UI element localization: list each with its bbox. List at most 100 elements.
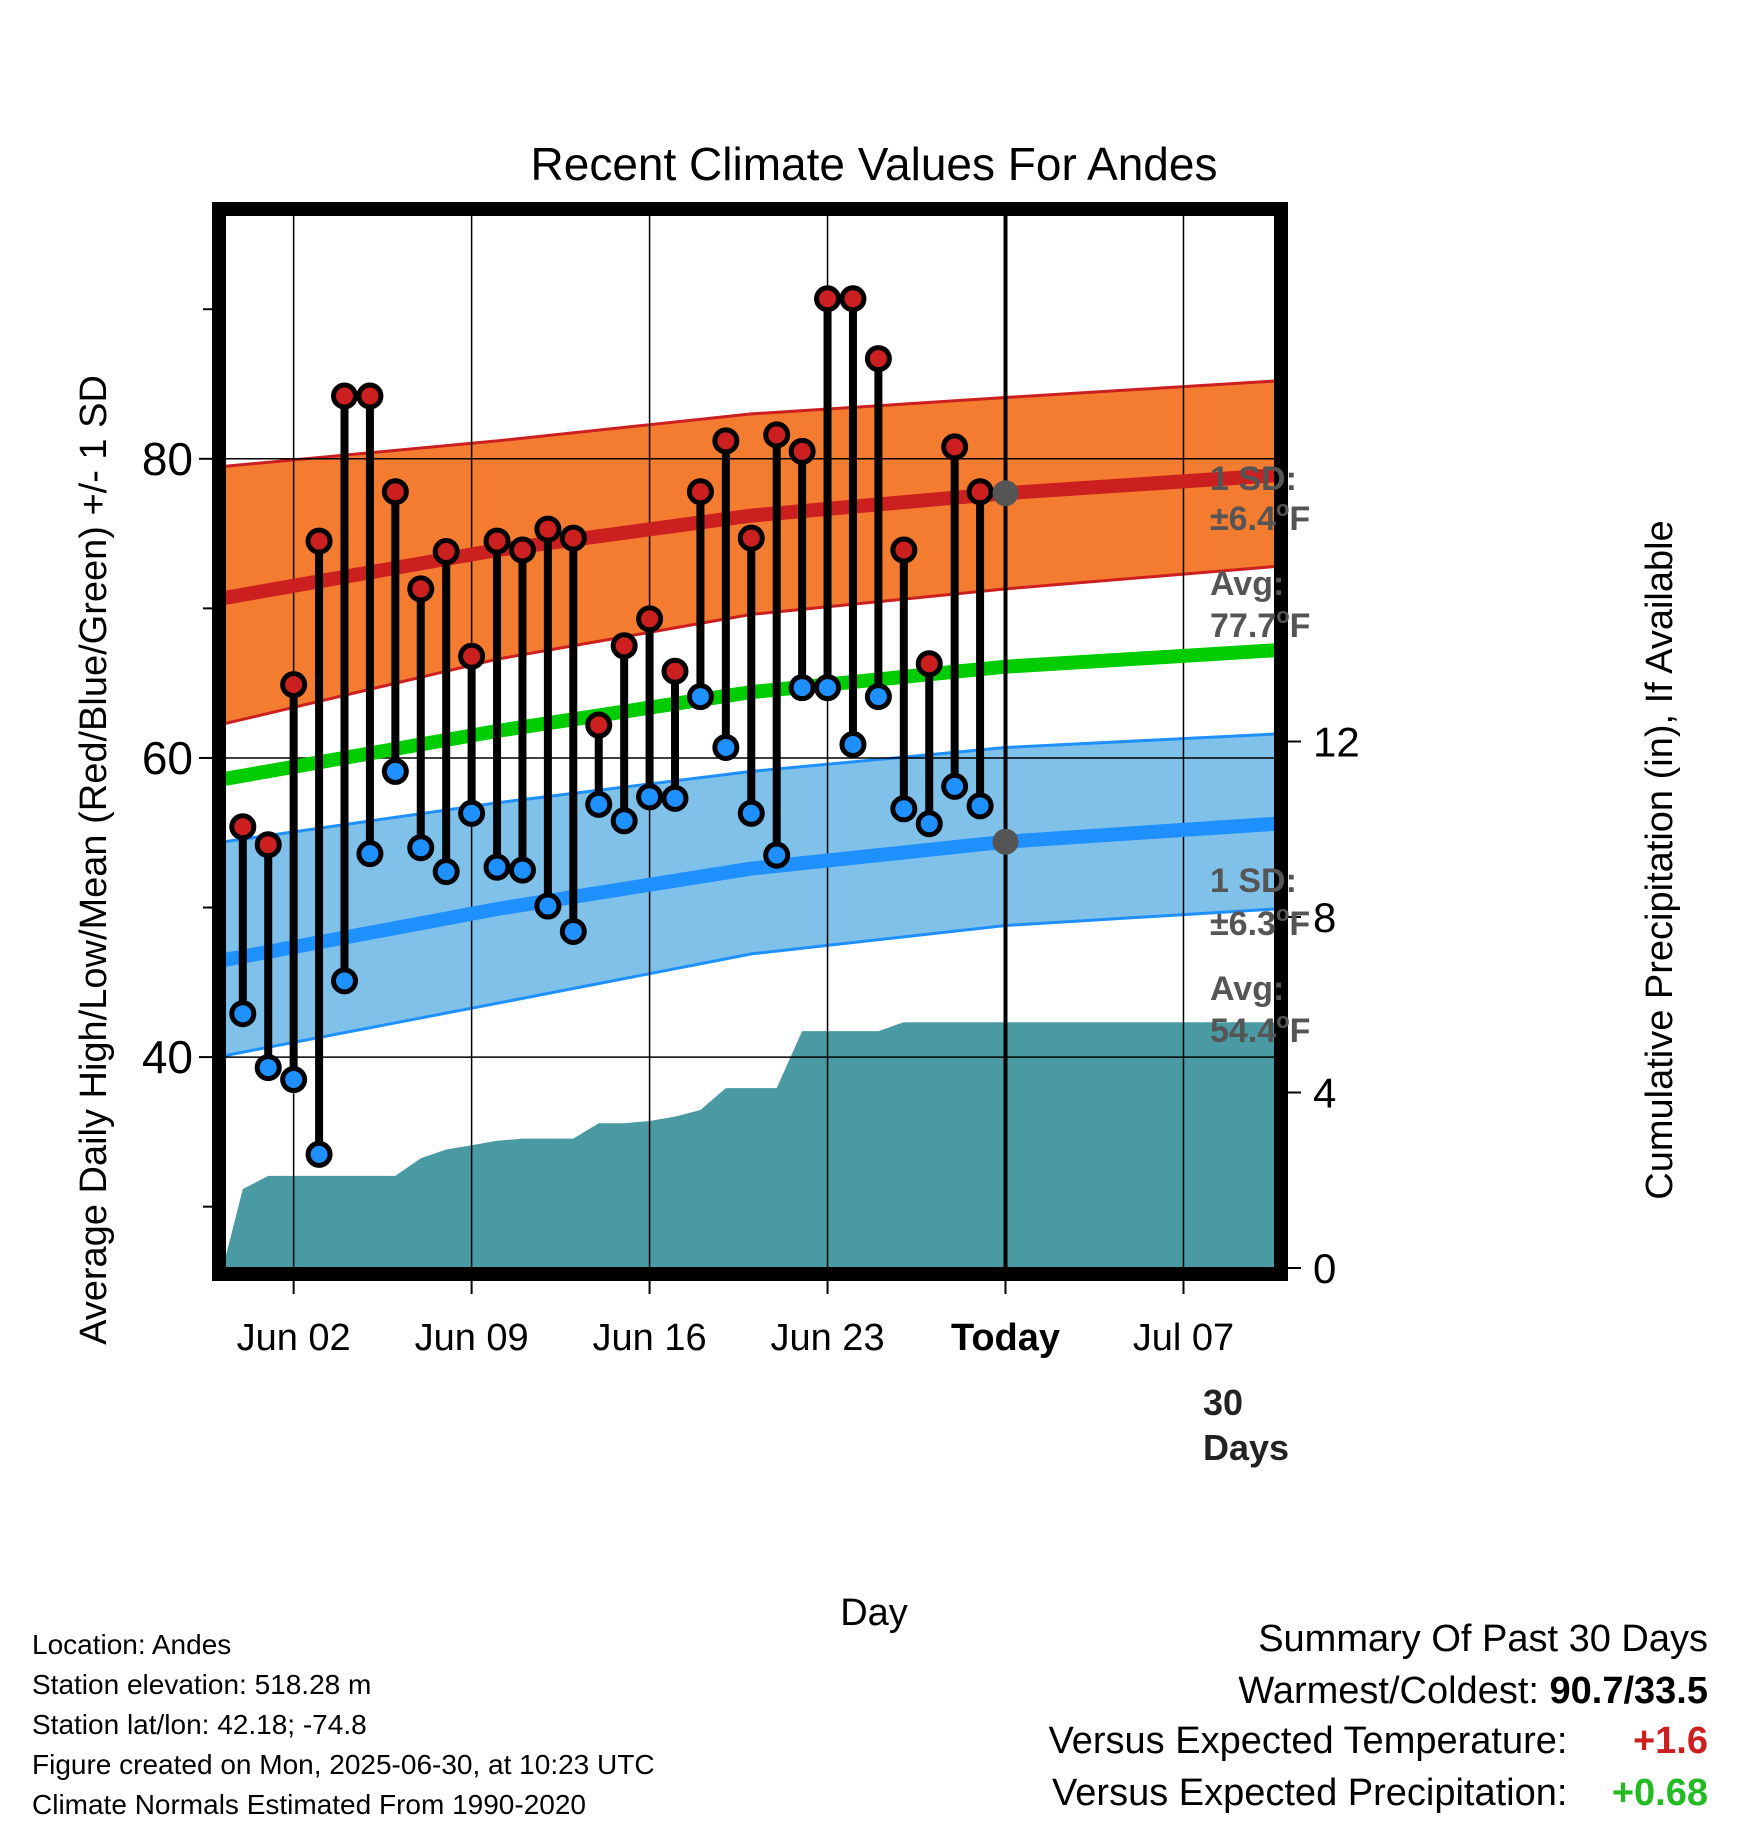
summary-title: Summary Of Past 30 Days xyxy=(1258,1618,1708,1660)
y2-tick-label-1: 4 xyxy=(1313,1070,1336,1117)
low-dot-5 xyxy=(356,840,384,868)
high-dot-6 xyxy=(381,478,409,506)
today-low-avg-marker xyxy=(992,828,1019,855)
low-dot-1 xyxy=(254,1054,282,1082)
high-dot-14 xyxy=(585,711,613,739)
low-dot-13 xyxy=(559,917,587,945)
low-dot-12 xyxy=(534,892,562,920)
high-dot-28 xyxy=(941,433,969,461)
low-dot-22 xyxy=(788,674,816,702)
low-dot-8 xyxy=(432,858,460,886)
high-dot-20 xyxy=(737,524,765,552)
avg-line-0 xyxy=(225,468,1275,605)
summary-warm-cold: Warmest/Coldest: 90.7/33.5 xyxy=(1238,1670,1708,1713)
low-sd-label: 1 SD: xyxy=(1210,862,1297,900)
low-dot-16 xyxy=(636,783,664,811)
y2-axis-label: Cumulative Precipitation (in), If Availa… xyxy=(1639,520,1681,1199)
high-dot-17 xyxy=(661,657,689,685)
today-days-count: 30 xyxy=(1203,1382,1243,1423)
high-dot-5 xyxy=(356,382,384,410)
info-normals: Climate Normals Estimated From 1990-2020 xyxy=(32,1789,586,1820)
x-tick-label-2: Jun 16 xyxy=(593,1317,707,1359)
high-dot-16 xyxy=(636,605,664,633)
y-tick-label-1: 60 xyxy=(142,732,193,784)
high-dot-18 xyxy=(686,478,714,506)
high-sd-label: 1 SD: xyxy=(1210,460,1297,498)
info-location: Location: Andes xyxy=(32,1629,232,1660)
low-dot-19 xyxy=(712,733,740,761)
low-dot-0 xyxy=(229,1000,257,1028)
x-tick-label-4: Today xyxy=(951,1317,1060,1359)
high-dot-1 xyxy=(254,831,282,859)
low-dot-3 xyxy=(305,1140,333,1168)
y-tick-label-0: 40 xyxy=(142,1031,193,1083)
high-dot-0 xyxy=(229,813,257,841)
today-days-word: Days xyxy=(1203,1427,1289,1468)
high-dot-23 xyxy=(814,285,842,313)
high-dot-22 xyxy=(788,437,816,465)
temp-label: Versus Expected Temperature: xyxy=(1048,1720,1568,1762)
sd-band-1 xyxy=(225,734,1275,1056)
x-tick-label-3: Jun 23 xyxy=(770,1317,884,1359)
low-sd-value: ±6.3oF xyxy=(1210,901,1310,943)
high-dot-10 xyxy=(483,527,511,555)
high-dot-11 xyxy=(508,536,536,564)
x-tick-label-5: Jul 07 xyxy=(1133,1317,1234,1359)
precip-label: Versus Expected Precipitation: xyxy=(1052,1772,1568,1814)
low-dot-7 xyxy=(407,834,435,862)
low-avg-value: 54.4oF xyxy=(1210,1008,1310,1050)
high-dot-27 xyxy=(915,650,943,678)
high-dot-21 xyxy=(763,421,791,449)
high-dot-19 xyxy=(712,427,740,455)
avg-line-2 xyxy=(225,816,1275,967)
plot-content xyxy=(225,215,1275,1268)
high-dot-24 xyxy=(839,285,867,313)
low-dot-24 xyxy=(839,730,867,758)
plot-frame xyxy=(212,202,1288,1281)
y2-tick-label-2: 8 xyxy=(1313,894,1336,941)
info-latlon: Station lat/lon: 42.18; -74.8 xyxy=(32,1709,367,1740)
high-dot-29 xyxy=(966,478,994,506)
y-axis-label: Average Daily High/Low/Mean (Red/Blue/Gr… xyxy=(73,375,115,1345)
low-dot-26 xyxy=(890,795,918,823)
low-dot-18 xyxy=(686,683,714,711)
low-dot-20 xyxy=(737,799,765,827)
y2-tick-label-0: 0 xyxy=(1313,1245,1336,1292)
high-dot-15 xyxy=(610,632,638,660)
chart-title: Recent Climate Values For Andes xyxy=(531,138,1218,190)
temp-value: +1.6 xyxy=(1632,1720,1708,1762)
y-tick-label-2: 80 xyxy=(142,433,193,485)
low-dot-21 xyxy=(763,841,791,869)
high-dot-12 xyxy=(534,515,562,543)
high-avg-label: Avg: xyxy=(1210,565,1284,603)
low-dot-27 xyxy=(915,810,943,838)
high-dot-9 xyxy=(458,642,486,670)
precipitation-area xyxy=(225,1022,1275,1268)
info-elevation: Station elevation: 518.28 m xyxy=(32,1669,372,1700)
sd-band-upper-edge-0 xyxy=(225,379,1275,468)
low-dot-11 xyxy=(508,856,536,884)
high-dot-8 xyxy=(432,538,460,566)
high-dot-3 xyxy=(305,527,333,555)
low-dot-17 xyxy=(661,784,689,812)
axis-labels: Day Average Daily High/Low/Mean (Red/Blu… xyxy=(73,375,1681,1634)
low-dot-28 xyxy=(941,772,969,800)
high-dot-25 xyxy=(864,345,892,373)
low-dot-25 xyxy=(864,683,892,711)
low-dot-6 xyxy=(381,757,409,785)
high-dot-26 xyxy=(890,536,918,564)
x-tick-label-0: Jun 02 xyxy=(237,1317,351,1359)
x-tick-label-1: Jun 09 xyxy=(415,1317,529,1359)
high-avg-value: 77.7oF xyxy=(1210,603,1310,645)
plot-area: 40 60 80 0 4 8 12 Jun 02 Jun 09 Jun 16 Jun 23 Today… xyxy=(142,202,1360,1359)
low-avg-label: Avg: xyxy=(1210,970,1284,1008)
high-dot-13 xyxy=(559,524,587,552)
annotations: 1 SD: ±6.4oF Avg: 77.7oF 1 SD: ±6.3oF Av… xyxy=(1203,460,1310,1468)
high-dot-7 xyxy=(407,575,435,603)
low-dot-9 xyxy=(458,799,486,827)
warm-cold-label: Warmest/Coldest: xyxy=(1238,1670,1539,1712)
low-dot-23 xyxy=(814,674,842,702)
y2-tick-label-3: 12 xyxy=(1313,719,1360,766)
summary-temp: Versus Expected Temperature: +1.6 xyxy=(1049,1720,1708,1763)
